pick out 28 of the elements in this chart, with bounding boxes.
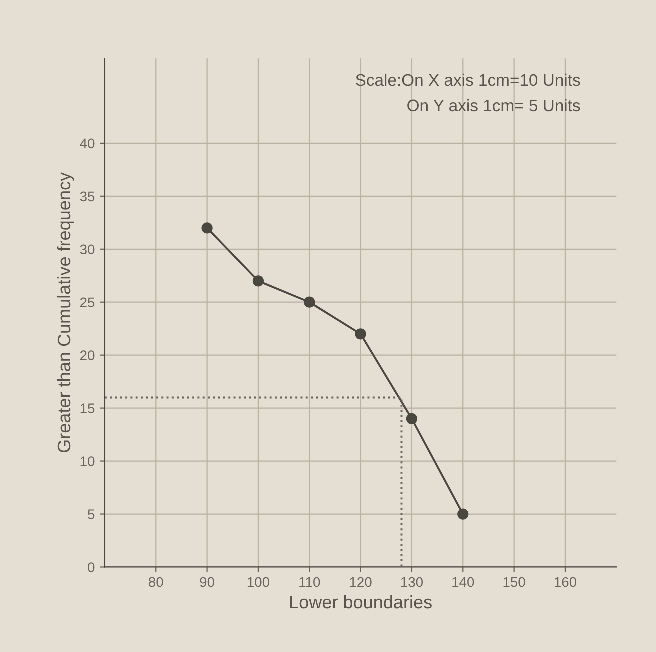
x-tick-label: 110 [300, 577, 320, 588]
point [304, 296, 316, 308]
y-tick-label: 40 [80, 138, 95, 149]
x-tick-label: 100 [248, 577, 270, 588]
point [252, 276, 264, 287]
x-tick-label: 130 [401, 577, 424, 588]
y-tick-label: 15 [80, 404, 95, 414]
y-tick-label: 0 [88, 562, 95, 572]
y-tick-label: 30 [80, 244, 95, 255]
y-tick-label: 35 [80, 192, 95, 202]
x-tick-label: 150 [504, 577, 526, 588]
x-tick-label: 90 [200, 577, 214, 588]
annotation: On Y axis 1cm= 5 Units [408, 99, 580, 112]
x-tick-label: 120 [350, 577, 372, 588]
x-tick-label: 80 [149, 577, 164, 588]
point [406, 413, 418, 424]
x-tick-label: 160 [554, 577, 577, 588]
y-tick-label: 5 [88, 510, 95, 520]
y-tick-label: 10 [80, 456, 95, 466]
y-axis-title: Greater than Cumulative frequency [57, 172, 74, 453]
point [202, 222, 213, 234]
point [458, 508, 469, 520]
point [355, 328, 366, 340]
x-axis-title: Lower boundaries [290, 595, 432, 609]
y-tick-label: 25 [80, 298, 95, 308]
annotation: Scale:On X axis 1cm=10 Units [356, 74, 580, 86]
y-tick-label: 20 [80, 350, 95, 361]
x-tick-label: 140 [452, 577, 474, 588]
